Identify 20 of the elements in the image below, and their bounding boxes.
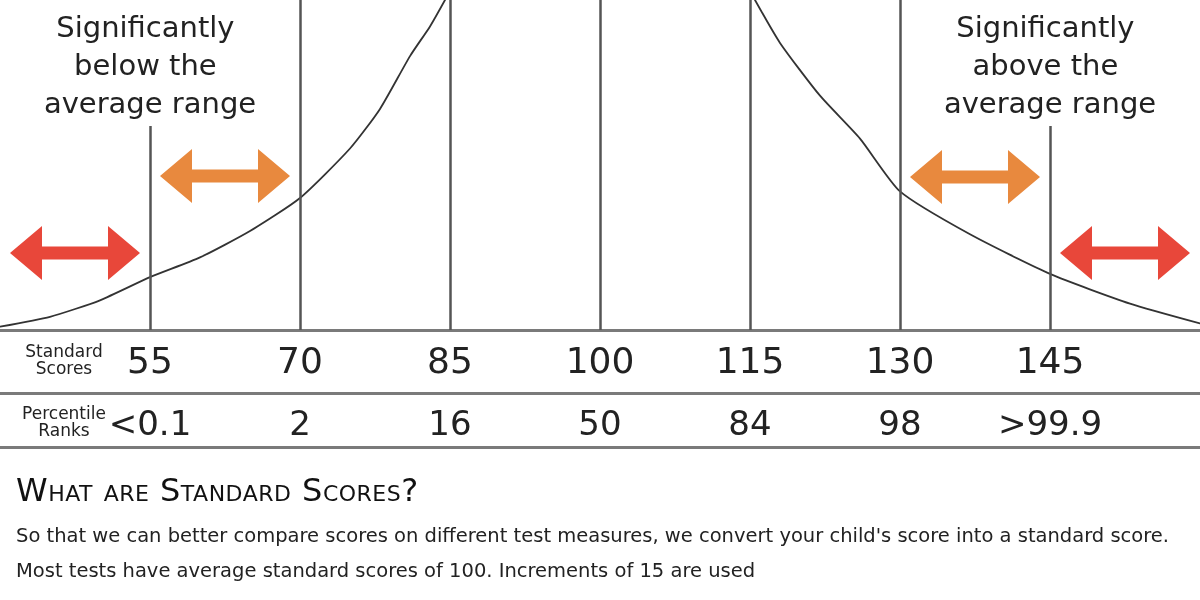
text: What are Standard Scores? [16,470,419,510]
ref-line-label: Significantly above the average range [943,10,1157,120]
text: 16 [428,403,472,443]
x-tick-label: 85 [427,339,473,381]
text: <0.1 [108,403,192,443]
text: 84 [728,403,772,443]
x-tick-label: 115 [715,339,785,381]
text: 98 [878,403,922,443]
x-tick-label: 55 [127,339,173,381]
text: So that we can better compare scores on different test measures, we convert your child's score into a standard score. Most tests have average standard scores of 100. Increments of 15 are used [16,523,1170,584]
text: >99.9 [997,403,1103,443]
text: Percentile Ranks [22,403,106,440]
text: 50 [578,403,622,443]
x-tick-label: 145 [1015,339,1085,381]
text: 2 [289,403,311,443]
x-tick-label: 130 [865,339,935,381]
x-axis-title: Standard Scores [24,340,104,380]
x-tick-label: 100 [565,339,635,381]
ref-line-label: Significantly below the average range [43,10,257,120]
x-tick-label: 70 [277,339,323,381]
